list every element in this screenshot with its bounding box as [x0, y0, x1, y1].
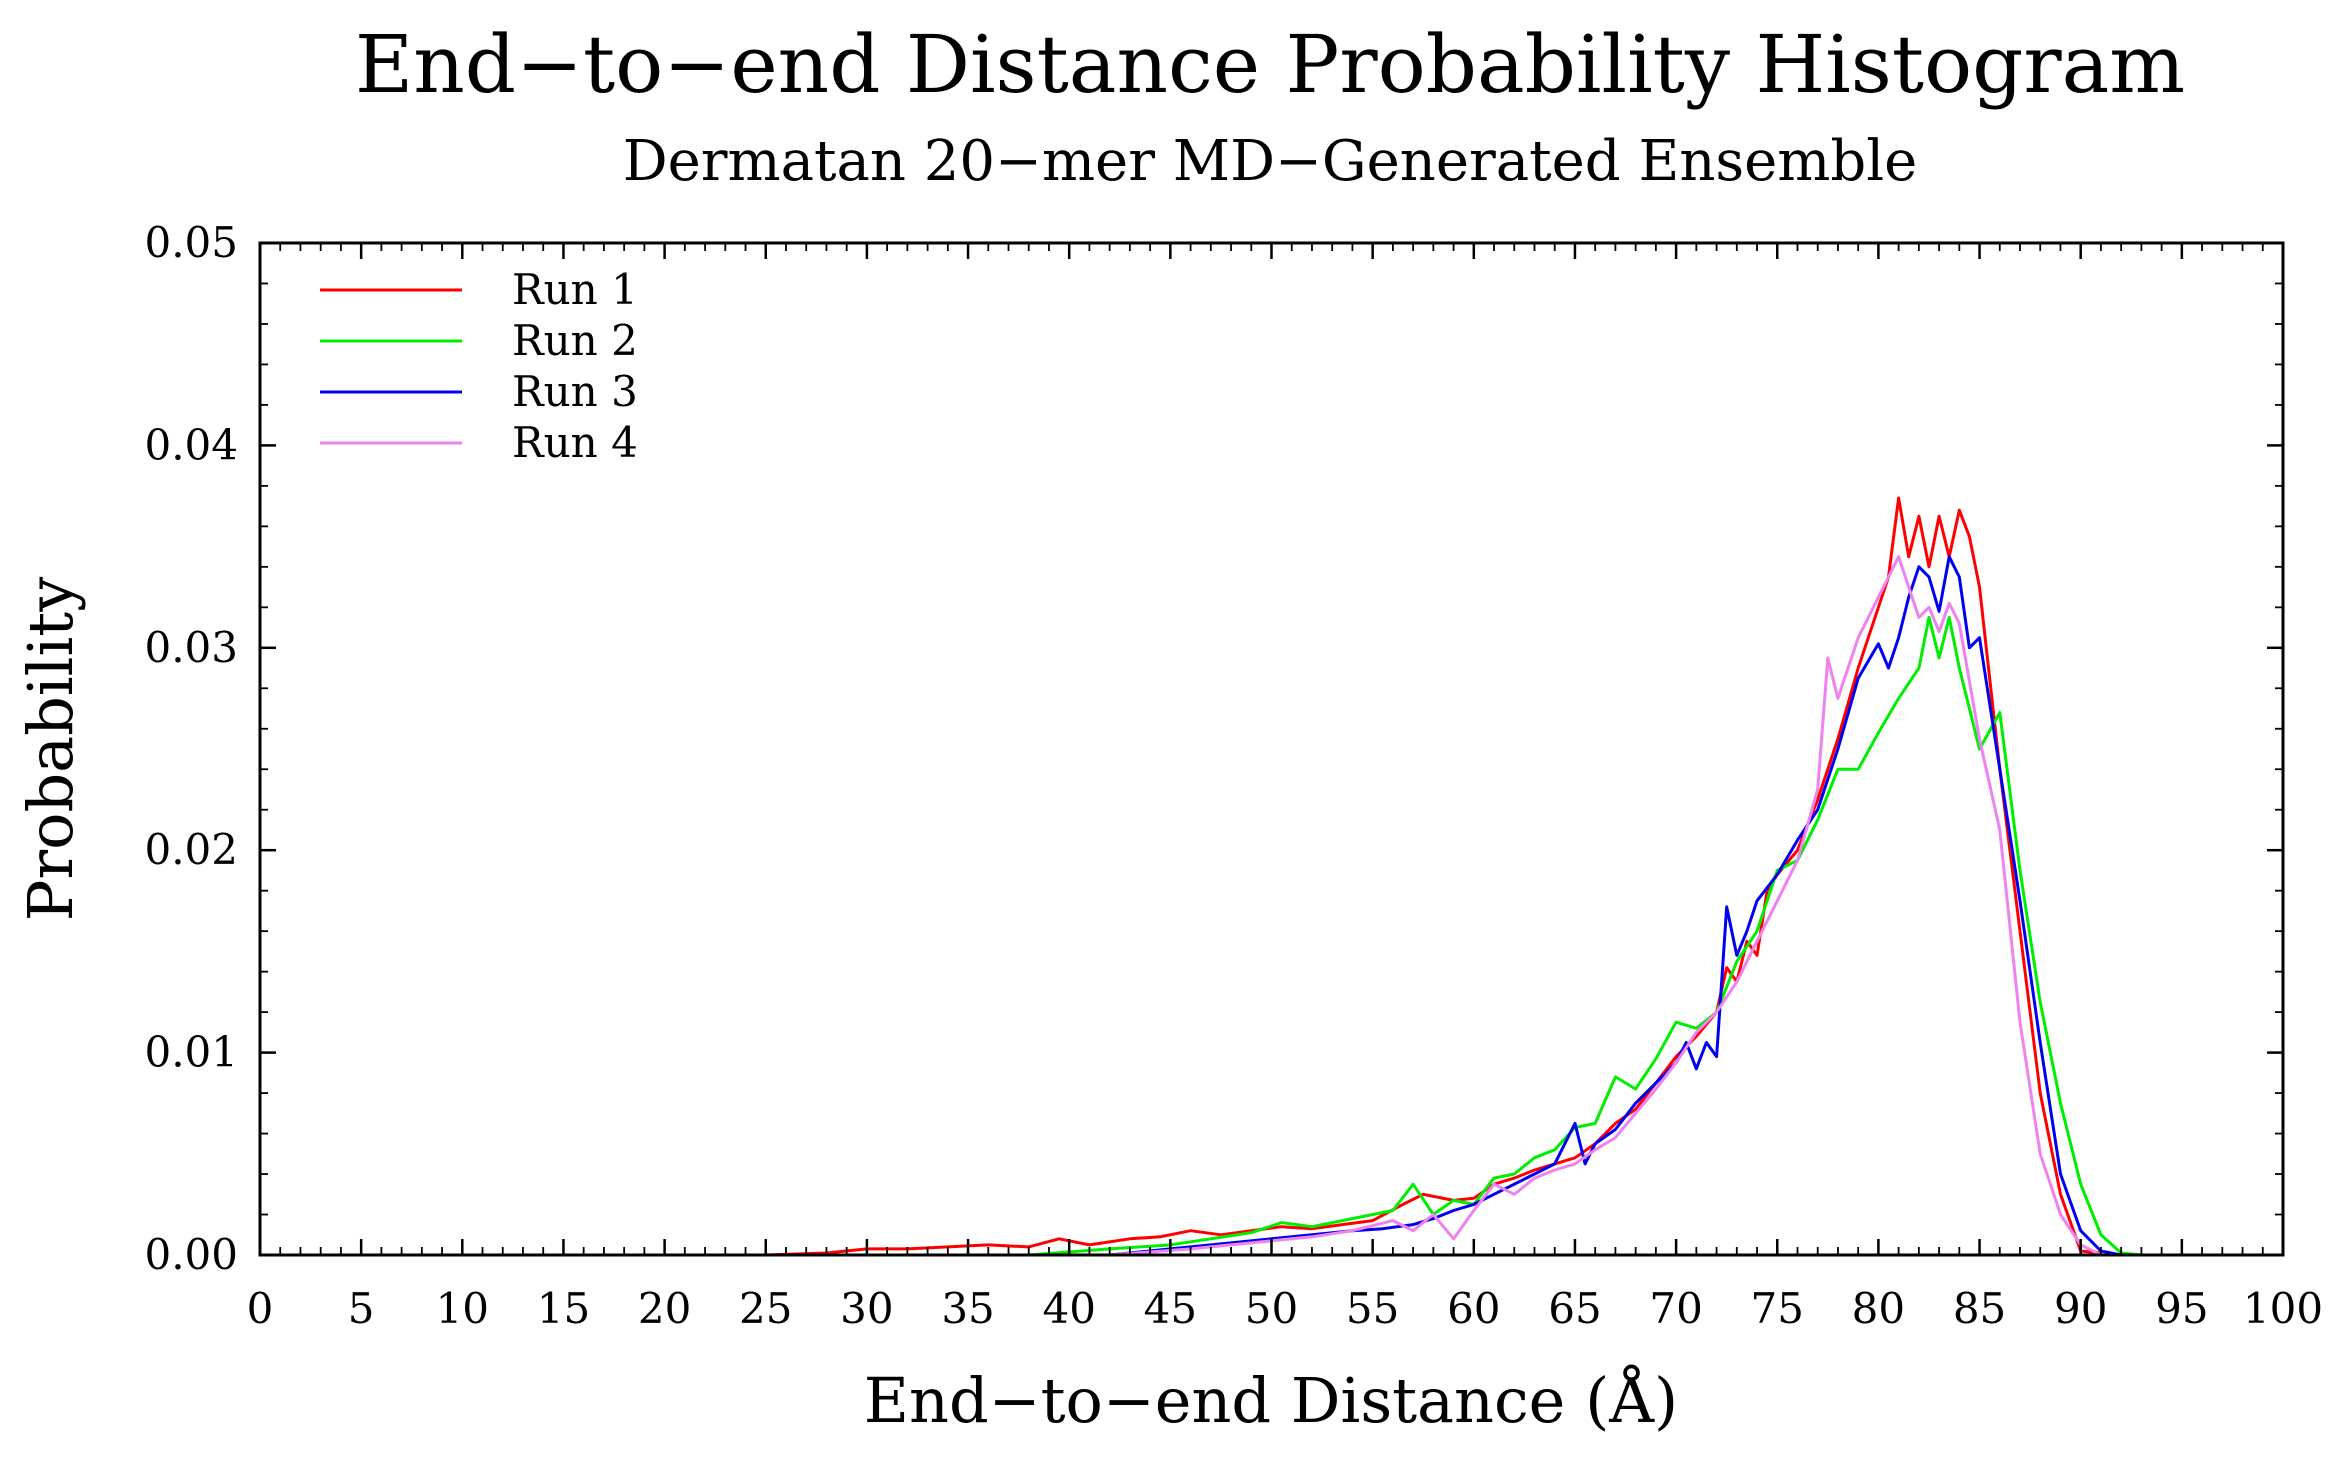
- series-lines-layer: [624, 496, 2142, 1257]
- y-tick-label: 0.05: [144, 218, 238, 267]
- x-tick-label: 5: [348, 1284, 375, 1333]
- legend-label-run-2: Run 2: [512, 316, 638, 365]
- x-tick-label: 50: [1245, 1284, 1298, 1333]
- x-tick-label: 25: [739, 1284, 792, 1333]
- x-tick-label: 30: [840, 1284, 893, 1333]
- x-tick-label: 15: [537, 1284, 590, 1333]
- chart-title: End−to−end Distance Probability Histogra…: [355, 18, 2185, 111]
- x-axis-label: End−to−end Distance (Å): [864, 1364, 1678, 1437]
- x-tick-label: 20: [638, 1284, 691, 1333]
- x-tick-label: 75: [1751, 1284, 1804, 1333]
- series-line-run-3: [1109, 555, 2122, 1257]
- x-tick-label: 90: [2054, 1284, 2107, 1333]
- x-tick-label: 45: [1144, 1284, 1197, 1333]
- y-tick-label: 0.00: [144, 1230, 238, 1279]
- x-tick-label: 85: [1953, 1284, 2006, 1333]
- series-line-run-4: [1109, 555, 2102, 1257]
- axis-ticks-layer: 0 5 10 15 20 25 30 35 40 45 50 55 60 65 70 75 80 85 90 95 10…: [144, 218, 2323, 1333]
- x-tick-label: 40: [1042, 1284, 1095, 1333]
- x-tick-label: 65: [1548, 1284, 1601, 1333]
- y-tick-label: 0.02: [144, 825, 238, 874]
- x-tick-label: 35: [941, 1284, 994, 1333]
- x-tick-label: 60: [1447, 1284, 1500, 1333]
- y-tick-label: 0.04: [144, 420, 238, 469]
- chart-subtitle: Dermatan 20−mer MD−Generated Ensemble: [623, 129, 1918, 194]
- y-tick-label: 0.01: [144, 1028, 238, 1077]
- x-tick-label: 70: [1649, 1284, 1702, 1333]
- series-line-run-1: [624, 496, 2102, 1257]
- legend-label-run-1: Run 1: [512, 265, 638, 314]
- x-tick-label: 0: [247, 1284, 274, 1333]
- legend-label-run-4: Run 4: [512, 418, 638, 467]
- x-tick-label: 95: [2155, 1284, 2208, 1333]
- x-tick-label: 55: [1346, 1284, 1399, 1333]
- legend-label-run-3: Run 3: [512, 367, 638, 416]
- x-tick-label: 80: [1852, 1284, 1905, 1333]
- x-tick-label: 100: [2243, 1284, 2323, 1333]
- y-axis-label: Probability: [14, 577, 87, 921]
- x-tick-label: 10: [436, 1284, 489, 1333]
- y-tick-label: 0.03: [144, 623, 238, 672]
